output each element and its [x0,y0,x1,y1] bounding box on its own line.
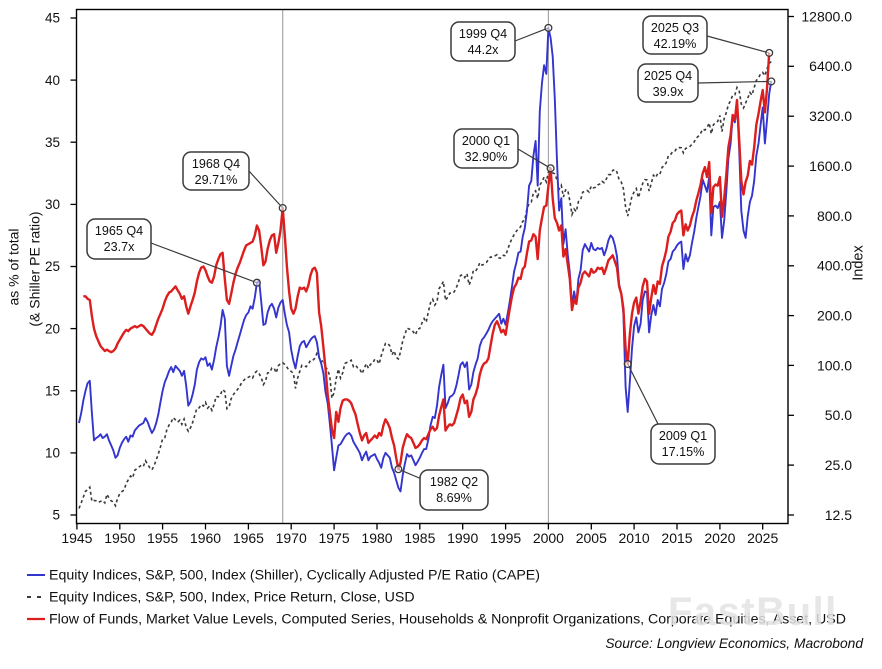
svg-text:50.0: 50.0 [825,407,852,423]
svg-text:25.0: 25.0 [825,457,852,473]
svg-text:1965 Q4: 1965 Q4 [95,224,143,238]
svg-text:12.5: 12.5 [825,507,852,523]
svg-text:35: 35 [45,135,60,150]
svg-text:1950: 1950 [104,530,135,546]
svg-text:45: 45 [45,11,60,26]
svg-text:200.0: 200.0 [817,308,852,324]
svg-text:2020: 2020 [704,530,735,546]
svg-text:1985: 1985 [404,530,435,546]
svg-text:17.15%: 17.15% [662,445,705,459]
svg-text:1970: 1970 [276,530,307,546]
svg-text:10: 10 [45,446,60,461]
svg-text:8.69%: 8.69% [436,491,472,505]
svg-text:5: 5 [52,508,60,523]
svg-text:2005: 2005 [576,530,607,546]
svg-text:Equity Indices, S&P, 500, Inde: Equity Indices, S&P, 500, Index, Price R… [49,590,415,606]
svg-text:1965: 1965 [233,530,264,546]
svg-text:2010: 2010 [619,530,650,546]
svg-text:Flow of Funds, Market Value Le: Flow of Funds, Market Value Levels, Comp… [49,612,846,628]
svg-text:2009 Q1: 2009 Q1 [659,429,707,443]
svg-text:2025 Q4: 2025 Q4 [644,69,692,83]
svg-text:39.9x: 39.9x [653,85,685,99]
svg-text:1960: 1960 [190,530,221,546]
svg-text:6400.0: 6400.0 [809,58,852,74]
svg-text:1980: 1980 [361,530,392,546]
svg-text:3200.0: 3200.0 [809,108,852,124]
svg-text:400.0: 400.0 [817,258,852,274]
svg-text:800.0: 800.0 [817,208,852,224]
svg-text:1975: 1975 [319,530,350,546]
svg-text:25: 25 [45,259,60,274]
svg-text:1990: 1990 [447,530,478,546]
svg-text:2000 Q1: 2000 Q1 [462,134,510,148]
svg-text:1999 Q4: 1999 Q4 [459,27,507,41]
svg-text:2025: 2025 [747,530,778,546]
svg-text:12800.0: 12800.0 [801,8,852,24]
svg-text:(& Shiller PE ratio): (& Shiller PE ratio) [27,211,43,326]
svg-text:1982 Q2: 1982 Q2 [430,475,478,489]
svg-text:15: 15 [45,383,60,398]
svg-text:Index: Index [851,245,867,281]
svg-text:2025 Q3: 2025 Q3 [651,21,699,35]
svg-text:42.19%: 42.19% [654,37,697,51]
svg-text:Equity Indices, S&P, 500, Inde: Equity Indices, S&P, 500, Index (Shiller… [49,568,540,584]
svg-text:1945: 1945 [61,530,92,546]
svg-text:as % of total: as % of total [6,228,22,305]
svg-text:20: 20 [45,321,60,336]
svg-text:40: 40 [45,73,60,88]
svg-text:FastBull: FastBull [668,590,838,634]
svg-text:1968 Q4: 1968 Q4 [192,157,240,171]
svg-text:32.90%: 32.90% [465,150,508,164]
svg-text:100.0: 100.0 [817,357,852,373]
svg-text:1600.0: 1600.0 [809,158,852,174]
svg-text:2000: 2000 [533,530,564,546]
svg-text:30: 30 [45,197,60,212]
svg-text:1955: 1955 [147,530,178,546]
svg-text:23.7x: 23.7x [104,240,136,254]
svg-text:44.2x: 44.2x [468,43,500,57]
svg-text:Source: Longview Economics, Ma: Source: Longview Economics, Macrobond [605,636,864,651]
svg-text:2015: 2015 [661,530,692,546]
svg-text:1995: 1995 [490,530,521,546]
svg-text:29.71%: 29.71% [195,173,238,187]
